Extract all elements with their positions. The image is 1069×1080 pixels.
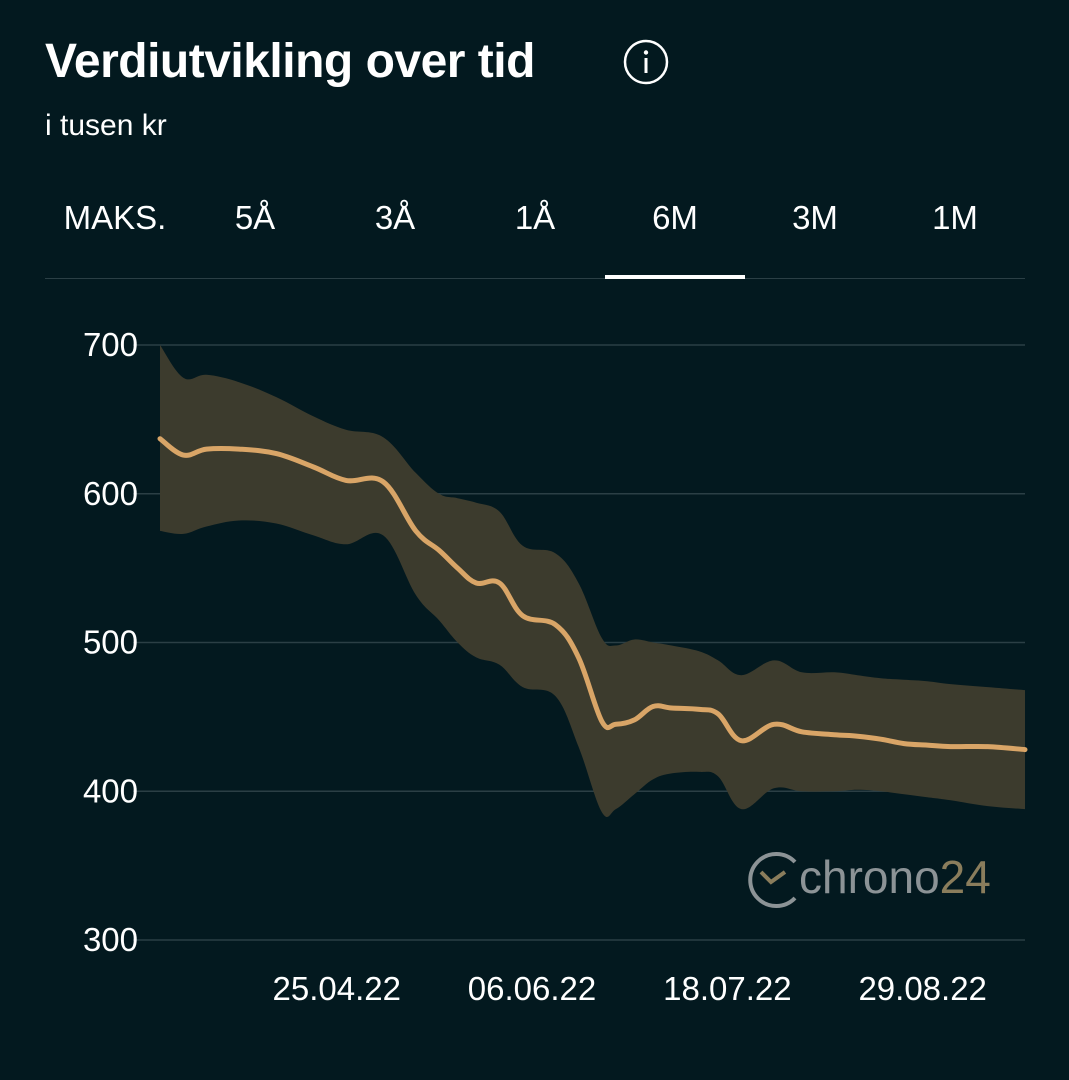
median-value-line: [157, 436, 1028, 753]
x-axis-ticks: 25.04.22 06.06.22 18.07.22 29.08.22: [272, 970, 986, 1007]
tab-6m[interactable]: 6M: [605, 190, 745, 279]
brand-text: chrono: [799, 851, 940, 903]
tab-1y[interactable]: 1Å: [465, 190, 605, 278]
tab-label: 6M: [652, 199, 698, 236]
clock-logo-icon: [748, 852, 797, 908]
tab-label: 3M: [792, 199, 838, 236]
tab-label: MAKS.: [63, 199, 167, 236]
tab-3m[interactable]: 3M: [745, 190, 885, 278]
y-tick-label: 300: [83, 921, 138, 958]
value-chart[interactable]: 700 600 500 400 300 25.04.22 06.06.22 18.07.22…: [0, 300, 1069, 1080]
tab-label: 1Å: [514, 199, 556, 236]
tab-label: 5Å: [234, 199, 276, 236]
tab-label: 3Å: [374, 199, 416, 236]
tab-3y[interactable]: 3Å: [325, 190, 465, 278]
tab-5y[interactable]: 5Å: [185, 190, 325, 278]
brand-number: 24: [939, 851, 991, 903]
page-subtitle: i tusen kr: [45, 109, 167, 142]
confidence-band: [160, 345, 1025, 818]
x-tick-label: 25.04.22: [272, 970, 400, 1007]
y-tick-label: 600: [83, 475, 138, 512]
tab-1m[interactable]: 1M: [885, 190, 1025, 278]
tab-max[interactable]: MAKS.: [45, 190, 185, 278]
brand-name: chrono24: [799, 850, 991, 904]
y-tick-label: 700: [83, 326, 138, 363]
time-range-tabs: MAKS. 5Å 3Å 1Å 6M 3M 1M: [45, 190, 1025, 279]
x-tick-label: 18.07.22: [663, 970, 791, 1007]
y-tick-label: 500: [83, 624, 138, 661]
tab-label: 1M: [932, 199, 978, 236]
chrono24-watermark: chrono24: [743, 848, 1003, 912]
x-tick-label: 06.06.22: [468, 970, 596, 1007]
page-title: Verdiutvikling over tid: [45, 35, 535, 88]
y-tick-label: 400: [83, 772, 138, 809]
y-axis-ticks: 700 600 500 400 300: [83, 326, 138, 958]
info-circle-icon[interactable]: [623, 39, 669, 85]
x-tick-label: 29.08.22: [858, 970, 986, 1007]
